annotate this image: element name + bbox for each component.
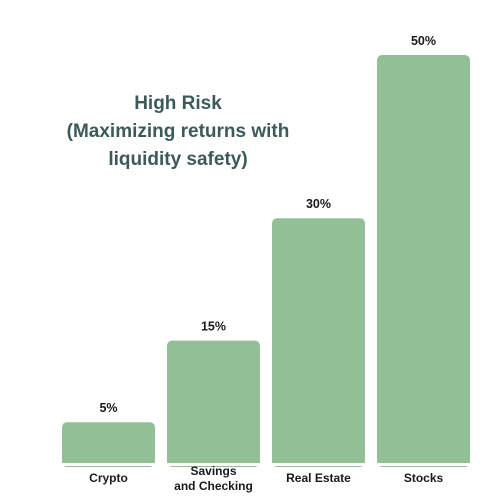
chart-title: High Risk: [134, 93, 222, 114]
value-label: 30%: [306, 197, 331, 211]
chart-subtitle-line-1: (Maximizing returns with: [66, 121, 290, 142]
category-label: Stocks: [404, 471, 444, 485]
bar-crypto: [62, 422, 155, 467]
category-label: Savings and Checking: [174, 464, 253, 493]
bar-stocks: [377, 55, 470, 467]
category-label: Real Estate: [286, 471, 351, 485]
chart-subtitle-line-2: liquidity safety): [108, 149, 248, 170]
chart-title-block: High Risk (Maximizing returns with liqui…: [28, 90, 328, 174]
bar-real-estate: [272, 218, 365, 467]
value-label: 5%: [99, 401, 117, 415]
baseline: [55, 463, 475, 466]
value-label: 50%: [411, 34, 436, 48]
category-label: Crypto: [89, 471, 128, 485]
value-label: 15%: [201, 320, 226, 334]
bar-savings-and-checking: [167, 340, 260, 467]
